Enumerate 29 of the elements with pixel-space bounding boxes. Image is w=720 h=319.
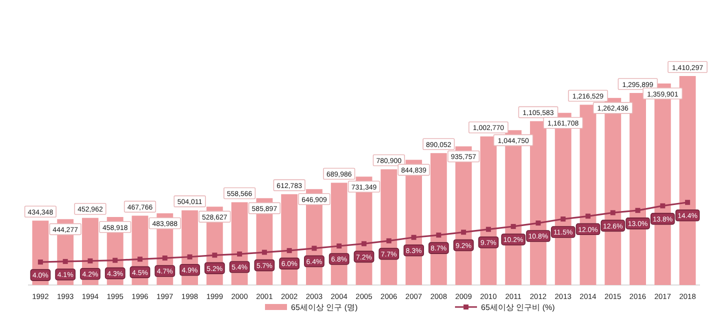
- point: [436, 232, 442, 238]
- point: [112, 258, 118, 263]
- point: [138, 256, 142, 262]
- point: [262, 250, 267, 255]
- point: [560, 216, 566, 222]
- point: [610, 210, 616, 216]
- point: [38, 260, 43, 265]
- point: [660, 203, 666, 208]
- point: [212, 252, 218, 258]
- legend-label: 65세이상 인구비 (%): [481, 303, 556, 312]
- point: [312, 246, 317, 251]
- point: [510, 224, 516, 229]
- point: [362, 241, 366, 246]
- point: [586, 214, 590, 219]
- point: [685, 200, 690, 205]
- point: [635, 208, 640, 213]
- point: [461, 230, 466, 235]
- point: [88, 258, 93, 264]
- point: [536, 220, 541, 226]
- point: [486, 226, 491, 232]
- point: [162, 256, 168, 261]
- point: [187, 254, 192, 260]
- point: [386, 238, 392, 244]
- point: [237, 252, 242, 257]
- point: [336, 243, 342, 248]
- point: [62, 258, 68, 264]
- legend-label: 65세이상 인구 (명): [291, 303, 358, 312]
- point: [286, 248, 292, 254]
- point: [411, 234, 416, 240]
